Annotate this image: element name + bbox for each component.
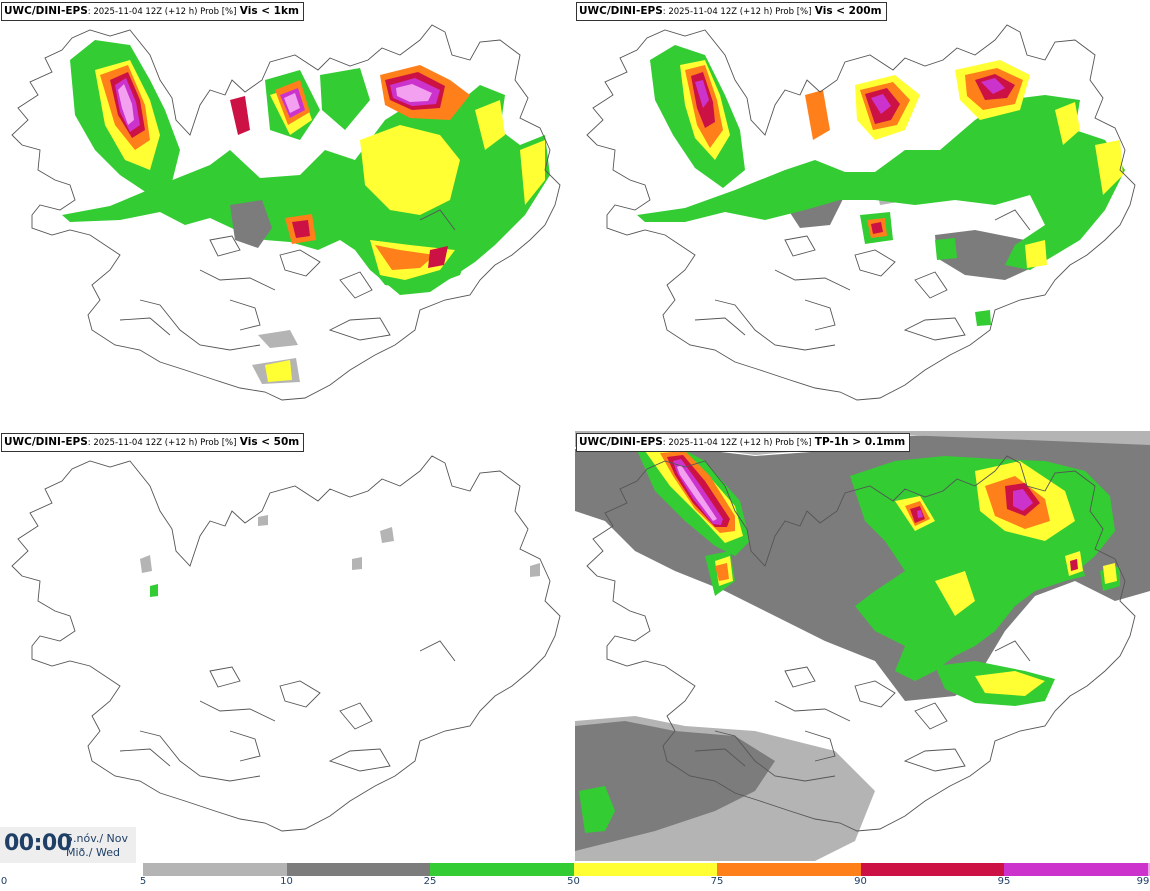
legend-bin-95-99 [1004, 863, 1148, 876]
map-panel-precip-1h: UWC/DINI-EPS: 2025-11-04 12Z (+12 h) Pro… [575, 431, 1150, 861]
map-panel-vis-1km: UWC/DINI-EPS: 2025-11-04 12Z (+12 h) Pro… [0, 0, 575, 430]
valid-weekday: Mið./ Wed [66, 846, 120, 859]
model-name: UWC/DINI-EPS [4, 5, 88, 17]
legend-tick-label: 10 [280, 876, 293, 887]
color-legend: 0 5 10 25 50 75 90 95 99 [0, 863, 1150, 891]
probability-field [62, 40, 550, 384]
probability-map [11, 24, 561, 401]
legend-bin-75-90 [717, 863, 861, 876]
probability-map [575, 431, 1150, 861]
probability-map [11, 455, 561, 832]
legend-tick-label: 0 [0, 876, 8, 887]
panel-title: UWC/DINI-EPS: 2025-11-04 12Z (+12 h) Pro… [1, 433, 305, 452]
map-panel-vis-200m: UWC/DINI-EPS: 2025-11-04 12Z (+12 h) Pro… [575, 0, 1150, 430]
model-name: UWC/DINI-EPS [579, 436, 663, 448]
map-panel-vis-50m: UWC/DINI-EPS: 2025-11-04 12Z (+12 h) Pro… [0, 431, 575, 861]
legend-bin-10-25 [286, 863, 430, 876]
run-info: : 2025-11-04 12Z (+12 h) Prob [%] [87, 7, 237, 17]
model-name: UWC/DINI-EPS [579, 5, 663, 17]
model-name: UWC/DINI-EPS [4, 436, 88, 448]
field-name: TP-1h > 0.1mm [814, 436, 906, 448]
legend-tick-label: 95 [997, 876, 1011, 887]
panel-title: UWC/DINI-EPS: 2025-11-04 12Z (+12 h) Pro… [576, 433, 911, 452]
panel-title: UWC/DINI-EPS: 2025-11-04 12Z (+12 h) Pro… [576, 2, 887, 21]
coastline [586, 455, 1136, 832]
legend-tick-label: 75 [710, 876, 724, 887]
legend-tick-label: 25 [423, 876, 437, 887]
probability-field [575, 431, 1150, 861]
panel-title: UWC/DINI-EPS: 2025-11-04 12Z (+12 h) Pro… [1, 2, 304, 21]
coastline [11, 455, 561, 832]
legend-tick-label: 99 [1136, 876, 1150, 887]
run-info: : 2025-11-04 12Z (+12 h) Prob [%] [662, 438, 812, 448]
coastline [11, 24, 561, 401]
legend-tick-label: 90 [854, 876, 867, 887]
field-name: Vis < 1km [239, 5, 299, 17]
run-info: : 2025-11-04 12Z (+12 h) Prob [%] [662, 7, 812, 17]
valid-date: 5.nóv./ Nov [66, 832, 129, 845]
legend-bin-5-10 [143, 863, 287, 876]
coastline [586, 24, 1136, 401]
legend-tick-label: 50 [567, 876, 580, 887]
legend-tick-label: 5 [139, 876, 147, 887]
probability-field [637, 45, 1125, 326]
legend-bin-50-75 [573, 863, 717, 876]
legend-bin-90-95 [860, 863, 1004, 876]
legend-bin-99-100 [1147, 863, 1150, 876]
run-info: : 2025-11-04 12Z (+12 h) Prob [%] [87, 438, 237, 448]
valid-time-box: 00:00 5.nóv./ Nov Mið./ Wed [0, 827, 136, 863]
probability-field [140, 515, 540, 597]
legend-bin-25-50 [430, 863, 574, 876]
field-name: Vis < 200m [814, 5, 882, 17]
field-name: Vis < 50m [239, 436, 300, 448]
valid-time-clock: 00:00 [4, 831, 72, 856]
probability-map [586, 24, 1136, 401]
